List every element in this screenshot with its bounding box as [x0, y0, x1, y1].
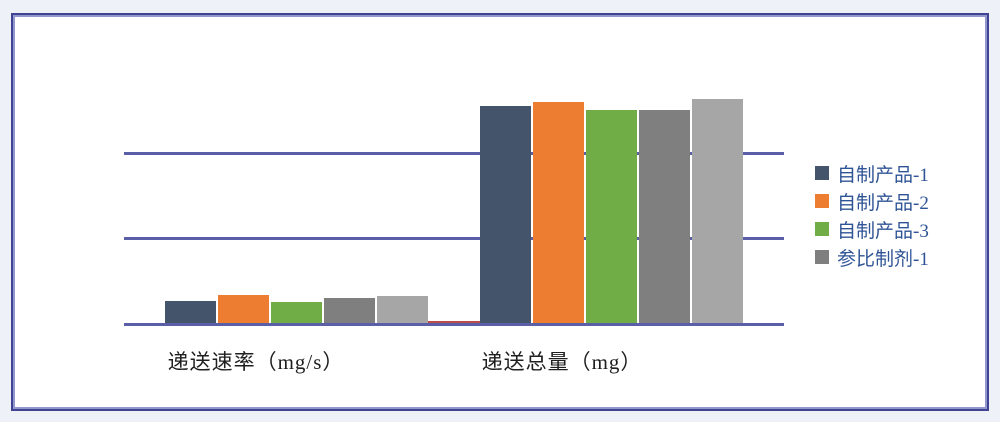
legend-swatch-icon — [815, 250, 829, 264]
bar — [324, 298, 375, 323]
legend-label: 自制产品-3 — [837, 220, 929, 242]
legend-item: 自制产品-1 — [815, 159, 929, 187]
category-label-total: 递送总量（mg） — [481, 350, 643, 374]
legend-item: 自制产品-2 — [815, 187, 929, 215]
bar — [165, 301, 216, 323]
x-axis-line — [124, 323, 784, 326]
bar — [480, 106, 531, 323]
bar — [377, 296, 428, 323]
legend: 自制产品-1 自制产品-2 自制产品-3 参比制剂-1 — [815, 159, 929, 271]
zero-value-marker-line — [428, 321, 480, 323]
gridline — [124, 237, 784, 240]
bar — [218, 295, 269, 323]
legend-item: 参比制剂-1 — [815, 243, 929, 271]
bar — [692, 99, 743, 323]
bar — [533, 102, 584, 323]
chart-panel: 递送速率（mg/s） 递送总量（mg） 自制产品-1 自制产品-2 自制产品-3 参比… — [11, 13, 989, 411]
bar — [639, 110, 690, 323]
bar — [271, 302, 322, 323]
category-label-rate: 递送速率（mg/s） — [167, 350, 345, 374]
legend-swatch-icon — [815, 222, 829, 236]
legend-swatch-icon — [815, 194, 829, 208]
legend-label: 参比制剂-1 — [837, 248, 929, 270]
legend-item: 自制产品-3 — [815, 215, 929, 243]
legend-label: 自制产品-1 — [837, 164, 929, 186]
legend-label: 自制产品-2 — [837, 192, 929, 214]
plot-area: 递送速率（mg/s） 递送总量（mg） — [13, 15, 987, 409]
gridline — [124, 152, 784, 155]
legend-swatch-icon — [815, 166, 829, 180]
bar — [586, 110, 637, 323]
